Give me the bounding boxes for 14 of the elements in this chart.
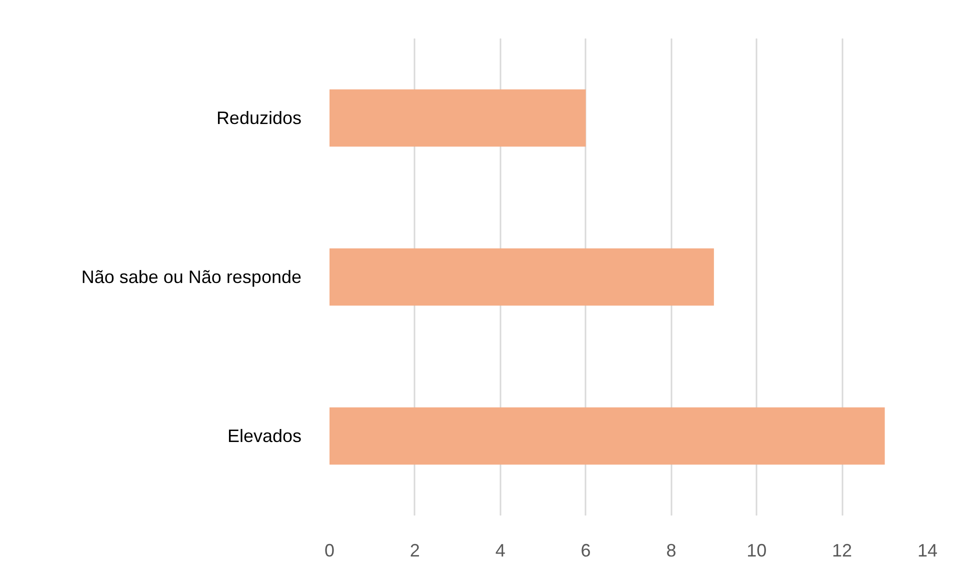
x-tick-label: 12 [832, 540, 852, 560]
x-tick-label: 2 [410, 540, 420, 560]
y-tick-label: Reduzidos [216, 108, 302, 128]
x-tick-label: 14 [917, 540, 938, 560]
y-tick-label: Elevados [227, 426, 302, 446]
bar [330, 248, 714, 306]
y-tick-label: Não sabe ou Não responde [81, 267, 302, 287]
x-tick-label: 4 [495, 540, 506, 560]
bar [330, 89, 586, 147]
x-tick-label: 0 [324, 540, 335, 560]
x-tick-label: 6 [580, 540, 591, 560]
x-tick-label: 10 [746, 540, 767, 560]
bar [330, 407, 885, 465]
x-tick-label: 8 [666, 540, 676, 560]
